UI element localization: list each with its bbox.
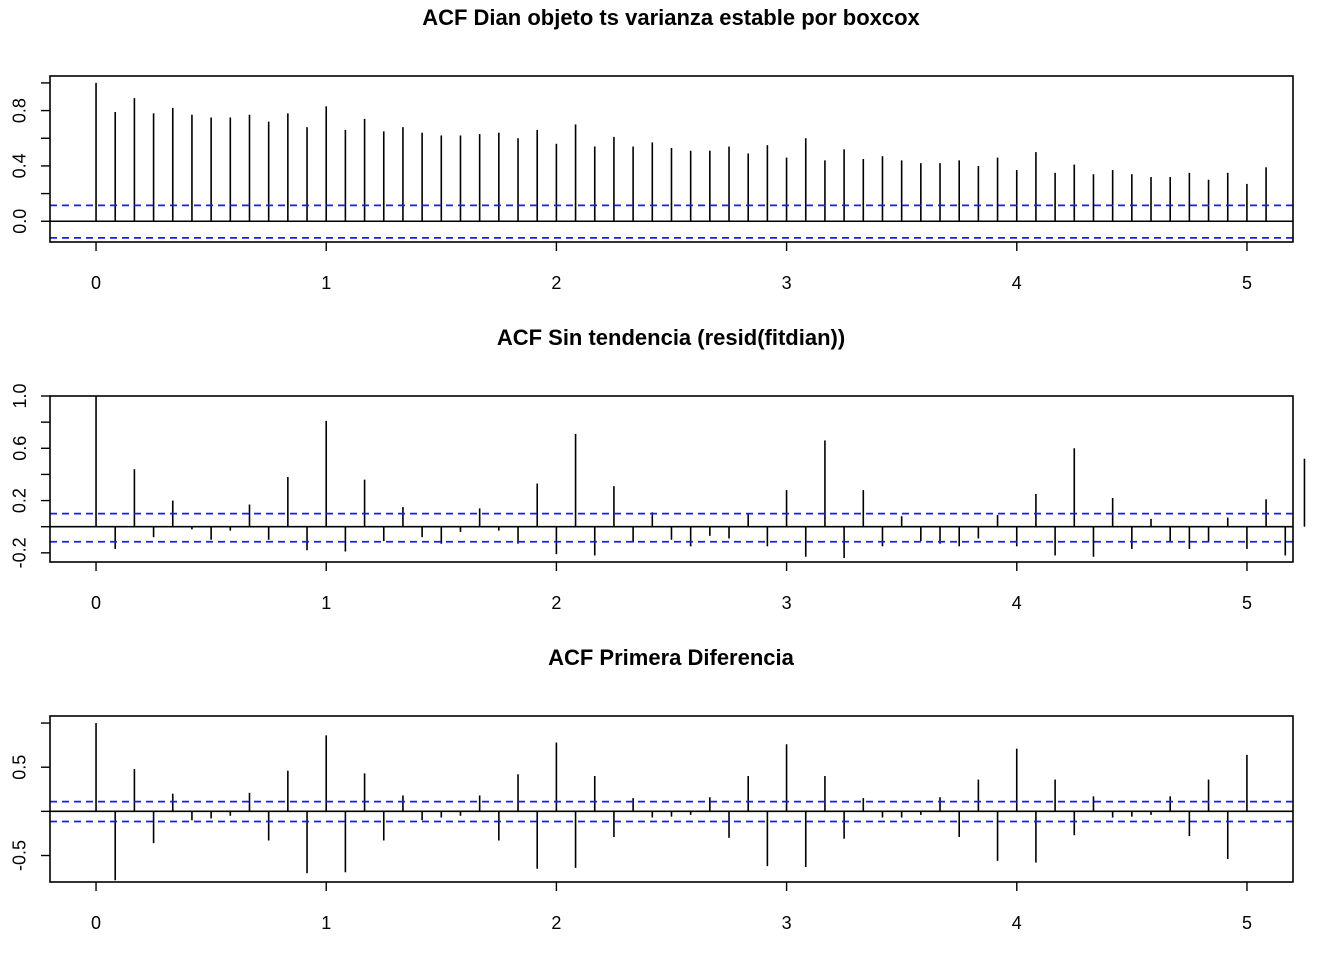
plot-box (49, 715, 1294, 883)
x-tick-label: 3 (782, 273, 792, 293)
x-tick-label: 0 (91, 913, 101, 933)
x-tick-label: 0 (91, 273, 101, 293)
x-tick-label: 0 (91, 593, 101, 613)
x-tick-label: 1 (321, 273, 331, 293)
x-tick-label: 1 (321, 593, 331, 613)
x-tick-label: 5 (1242, 273, 1252, 293)
acf-panel-sin-tendencia: ACF Sin tendencia (resid(fitdian)) 0 1 2 3 4… (10, 325, 1306, 613)
x-tick-label: 1 (321, 913, 331, 933)
acf-panel-boxcox: ACF Dian objeto ts varianza estable por … (10, 5, 1294, 293)
acf-bars (95, 723, 1248, 881)
panel-title: ACF Sin tendencia (resid(fitdian)) (497, 325, 845, 350)
y-tick-label: 0.0 (10, 209, 30, 234)
acf-panel-primera-diferencia: ACF Primera Diferencia 0 1 2 3 4 5 -0.5 0.5 (10, 645, 1294, 933)
x-tick-label: 2 (551, 273, 561, 293)
y-tick-label: 0.6 (10, 436, 30, 461)
acf-bars (95, 82, 1267, 222)
confidence-lines (50, 512, 1293, 543)
panel-title: ACF Primera Diferencia (548, 645, 795, 670)
y-tick-label: 1.0 (10, 383, 30, 408)
x-tick-label: 2 (551, 913, 561, 933)
x-tick-label: 3 (782, 913, 792, 933)
acf-bars (95, 396, 1306, 559)
y-tick-label: 0.5 (10, 755, 30, 780)
x-tick-label: 5 (1242, 593, 1252, 613)
x-tick-label: 4 (1012, 913, 1022, 933)
x-tick-label: 4 (1012, 593, 1022, 613)
y-tick-label: 0.2 (10, 488, 30, 513)
y-tick-label: 0.4 (10, 153, 30, 178)
x-tick-label: 4 (1012, 273, 1022, 293)
y-tick-label: -0.5 (10, 840, 30, 871)
axes: 0 1 2 3 4 5 -0.5 0.5 (10, 715, 1294, 933)
x-tick-label: 5 (1242, 913, 1252, 933)
x-tick-label: 2 (551, 593, 561, 613)
panel-title: ACF Dian objeto ts varianza estable por … (422, 5, 920, 30)
plot-box (49, 75, 1294, 243)
confidence-lines (50, 204, 1293, 239)
axes: 0 1 2 3 4 5 0.0 0.4 0.8 (10, 75, 1294, 293)
y-tick-label: 0.8 (10, 98, 30, 123)
axes: 0 1 2 3 4 5 -0.2 0.2 0.6 1.0 (10, 383, 1294, 613)
plot-box (49, 395, 1294, 563)
y-tick-label: -0.2 (10, 537, 30, 568)
confidence-lines (50, 800, 1293, 823)
x-tick-label: 3 (782, 593, 792, 613)
